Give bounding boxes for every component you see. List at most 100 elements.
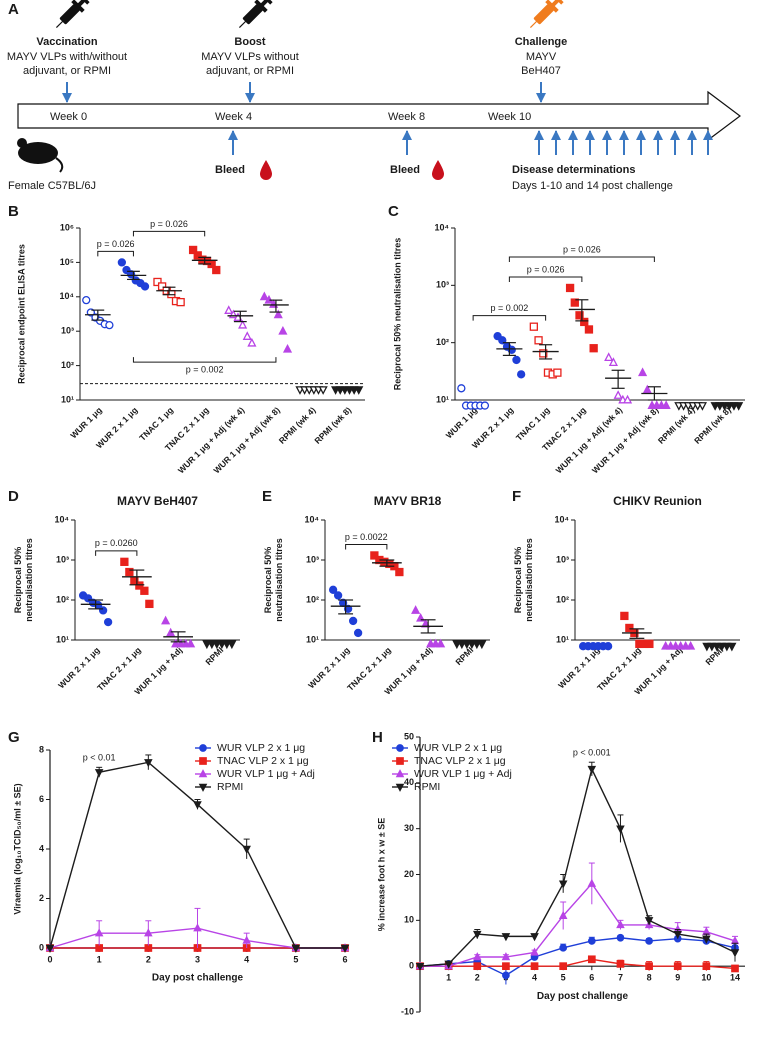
event-text: adjuvant, or RPMI (23, 65, 111, 77)
comparison-bracket (132, 230, 206, 237)
data-point (730, 936, 740, 945)
annotation: p < 0.01 (83, 753, 116, 763)
series-line (419, 767, 736, 967)
panel-title: MAYV BR18 (374, 494, 442, 508)
y-tick-label: 10¹ (306, 634, 319, 644)
y-axis-label: Reciprocal 50% neutralisation titres (392, 238, 402, 391)
disease-title: Disease determinations (512, 164, 636, 176)
x-tick-label: RPMI (wk 8) (692, 405, 733, 446)
event-text: MAYV VLPs with/without (7, 51, 127, 63)
x-tick-label: 9 (675, 973, 680, 983)
y-tick-label: 10¹ (56, 634, 69, 644)
legend-marker (199, 757, 207, 765)
data-point (702, 926, 711, 936)
x-axis-label: Day post challenge (152, 973, 244, 984)
data-point (702, 962, 711, 971)
p-value: p = 0.026 (150, 219, 188, 229)
data-point (645, 962, 653, 971)
data-point (333, 591, 343, 600)
x-tick-label: WUR 2 x 1 μg (306, 645, 351, 690)
comparison-bracket (132, 357, 277, 363)
event-title: Challenge (515, 36, 568, 48)
data-point (348, 616, 358, 626)
data-point (620, 611, 629, 621)
data-point (193, 251, 202, 260)
legend-marker (199, 744, 207, 752)
data-point (530, 933, 539, 942)
y-tick-label: 10³ (56, 554, 69, 564)
x-tick-label: 7 (618, 973, 623, 983)
data-point (558, 880, 568, 889)
y-tick-label: 10² (56, 594, 69, 604)
x-tick-label: TNAC 1 μg (137, 405, 175, 443)
legend-marker (396, 744, 404, 752)
data-point (94, 769, 104, 778)
data-point (559, 943, 568, 952)
data-point (444, 960, 453, 969)
x-tick-label: 1 (446, 973, 451, 983)
data-point (507, 345, 516, 354)
data-point (273, 309, 283, 319)
x-tick-label: WUR 1 μg + Adj (wk 8) (590, 405, 661, 476)
y-tick-label: 50 (404, 731, 414, 741)
data-point (580, 317, 589, 327)
data-point (472, 930, 482, 939)
annotation: p < 0.001 (573, 748, 611, 758)
panel-label: B (8, 203, 19, 220)
data-point (498, 336, 507, 345)
legend-label: WUR VLP 1 μg + Adj (414, 768, 512, 780)
data-point (686, 640, 696, 650)
x-tick-label: 10 (701, 973, 711, 983)
data-point (242, 845, 251, 854)
series-line (420, 882, 736, 967)
p-value: p = 0.0022 (345, 532, 388, 542)
data-point (457, 384, 466, 393)
event-text: MAYV (526, 51, 557, 63)
data-point (645, 639, 654, 649)
y-tick-label: 10² (436, 337, 449, 347)
syringe-icon (233, 0, 274, 34)
event-text: MAYV VLPs without (201, 51, 299, 63)
y-tick-label: 10³ (556, 554, 569, 564)
data-point (227, 640, 237, 650)
panel-label: H (372, 729, 383, 746)
data-point (238, 319, 248, 329)
legend-label: WUR VLP 1 μg + Adj (217, 768, 315, 780)
data-point (125, 567, 134, 577)
data-point (186, 638, 196, 648)
data-point (120, 557, 129, 566)
data-point (730, 949, 740, 958)
y-tick-label: 10³ (436, 280, 449, 290)
data-point (587, 878, 597, 887)
data-point (140, 586, 149, 595)
p-value: p = 0.026 (97, 239, 135, 249)
blood-drop (260, 160, 272, 180)
week-label: Week 4 (215, 111, 252, 123)
y-tick-label: 10⁴ (305, 514, 319, 524)
data-point (534, 336, 543, 345)
data-point (565, 283, 575, 293)
y-axis-label: Reciprocal 50% (513, 547, 523, 614)
data-point (616, 960, 625, 968)
data-point (502, 962, 510, 971)
data-point (282, 343, 293, 353)
legend-label: RPMI (414, 781, 440, 793)
legend-marker (198, 783, 208, 792)
x-tick-label: 3 (195, 954, 200, 964)
data-point (616, 933, 625, 942)
blood-drop (432, 160, 444, 180)
data-point (587, 937, 596, 945)
legend-label: TNAC VLP 2 x 1 μg (414, 755, 506, 767)
x-tick-label: 4 (532, 973, 537, 983)
data-point (539, 349, 548, 358)
x-tick-label: 8 (647, 973, 652, 983)
x-tick-label: 14 (730, 973, 740, 983)
comparison-bracket (508, 256, 655, 262)
y-tick-label: 40 (404, 777, 414, 787)
y-axis-label: neutralisation titres (24, 538, 34, 622)
data-point (472, 952, 482, 961)
panel-label: E (262, 488, 272, 505)
data-point (193, 801, 202, 810)
data-point (328, 585, 338, 594)
data-point (353, 628, 363, 638)
